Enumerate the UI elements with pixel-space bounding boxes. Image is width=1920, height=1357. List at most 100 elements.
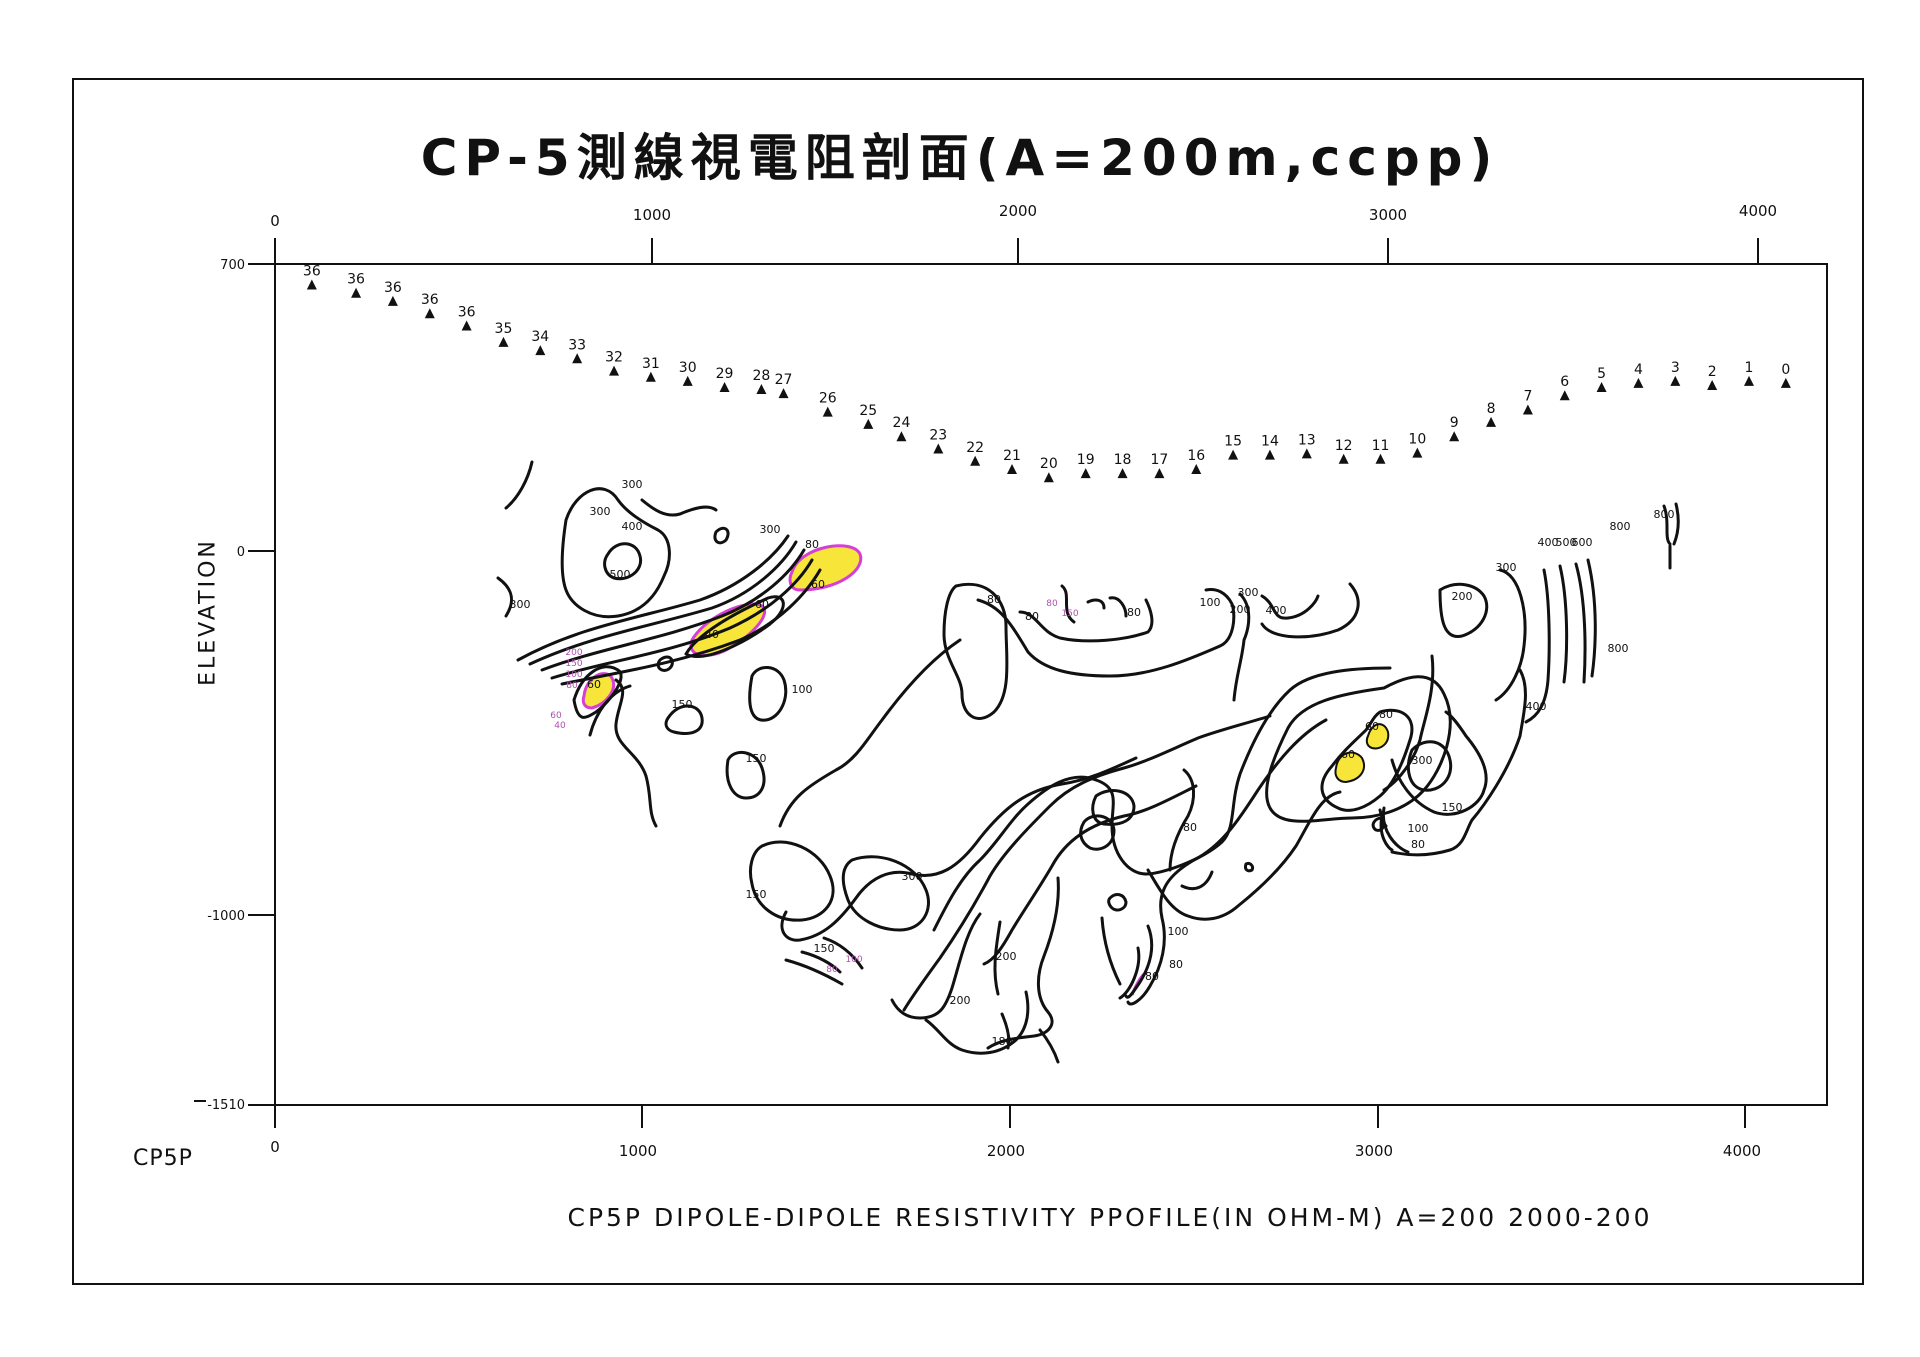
contour-value-label: 200 xyxy=(1452,590,1473,603)
station-marker xyxy=(1228,449,1239,460)
contour-value-label: 400 xyxy=(1266,604,1287,617)
contour-line xyxy=(540,548,806,672)
contour-line xyxy=(942,582,1009,720)
contour-line xyxy=(1265,675,1452,823)
contour-line xyxy=(1124,924,1154,999)
contour-line xyxy=(1126,718,1328,1006)
station-label: 32 xyxy=(605,350,623,366)
contour-line xyxy=(1038,1028,1060,1064)
station-label: 20 xyxy=(1040,456,1058,472)
contour-value-label: 300 xyxy=(510,598,531,611)
station-label: 0 xyxy=(1781,362,1790,378)
contour-value-label: 60 xyxy=(1341,748,1355,761)
station-label: 8 xyxy=(1487,401,1496,417)
station-marker xyxy=(1191,464,1202,474)
contour-line xyxy=(1390,668,1527,857)
contour-line xyxy=(664,704,704,735)
contour-line xyxy=(1558,564,1569,684)
station-label: 33 xyxy=(568,337,586,353)
contour-line xyxy=(528,540,798,666)
station-label: 11 xyxy=(1372,438,1390,454)
contour-value-label: 150 xyxy=(746,752,767,765)
contour-value-label: 100 xyxy=(845,955,862,965)
station-label: 28 xyxy=(753,368,771,384)
contour-line xyxy=(986,876,1060,1050)
station-marker xyxy=(1264,449,1275,460)
contour-value-label: 300 xyxy=(1238,586,1259,599)
contour-value-label: 100 xyxy=(1168,925,1189,938)
station-label: 25 xyxy=(859,403,877,419)
station-marker xyxy=(1117,468,1128,479)
contour-line xyxy=(1260,582,1360,639)
station-marker xyxy=(645,371,656,382)
station-label: 21 xyxy=(1003,448,1021,464)
contour-value-labels: 3003004005003003008060604060150100150808… xyxy=(510,478,1675,1048)
contour-value-label: 60 xyxy=(811,578,825,591)
contour-value-label: 80 xyxy=(566,681,578,691)
contour-value-label: 100 xyxy=(1200,596,1221,609)
station-label: 31 xyxy=(642,356,660,372)
contour-line xyxy=(1232,592,1251,702)
top-tick-label: 2000 xyxy=(999,202,1037,220)
station-label: 36 xyxy=(303,264,321,280)
contour-line xyxy=(1180,870,1214,891)
station-marker xyxy=(1522,404,1533,415)
station-label: 18 xyxy=(1114,452,1132,468)
corner-label: CP5P xyxy=(133,1146,193,1171)
station-marker xyxy=(756,384,767,395)
station-marker xyxy=(1043,472,1054,483)
contour-line xyxy=(1574,562,1587,684)
left-tick-label: -1510 xyxy=(207,1098,245,1113)
top-tick-label: 1000 xyxy=(633,206,671,224)
contour-line xyxy=(1494,568,1527,702)
contour-line xyxy=(1407,740,1453,792)
station-label: 5 xyxy=(1597,366,1606,382)
station-marker xyxy=(351,287,362,298)
figure-subtitle: CP5P DIPOLE-DIPOLE RESISTIVITY PPOFILE(I… xyxy=(567,1203,1653,1232)
contour-line xyxy=(1371,816,1386,832)
station-label: 27 xyxy=(775,372,793,388)
top-tick-label: 0 xyxy=(270,212,280,230)
contour-line xyxy=(1108,596,1128,618)
station-marker xyxy=(1596,382,1607,392)
contour-line xyxy=(614,678,658,828)
station-label: 23 xyxy=(929,428,947,444)
contour-value-label: 60 xyxy=(550,711,562,721)
bottom-tick-label: 2000 xyxy=(987,1142,1025,1160)
contour-value-label: 150 xyxy=(565,659,582,669)
station-marker xyxy=(1780,377,1791,388)
contour-value-label: 200 xyxy=(996,950,1017,963)
contour-value-label: 80 xyxy=(826,965,838,975)
station-marker xyxy=(387,295,398,306)
contour-value-label: 40 xyxy=(554,721,566,731)
contour-value-label: 80 xyxy=(1183,821,1197,834)
station-label: 3 xyxy=(1671,360,1680,376)
contour-line xyxy=(1524,568,1551,724)
contour-value-label: 300 xyxy=(1412,754,1433,767)
contour-line xyxy=(550,558,814,680)
station-label: 17 xyxy=(1150,452,1168,468)
contour-line xyxy=(1381,806,1410,854)
contour-value-label: 60 xyxy=(755,598,769,611)
contour-value-label: 150 xyxy=(672,698,693,711)
contour-line xyxy=(1320,708,1414,812)
contour-line xyxy=(902,714,1272,1012)
station-marker xyxy=(778,388,789,399)
contour-line xyxy=(800,950,842,974)
contour-value-label: 60 xyxy=(587,678,601,691)
contour-line xyxy=(496,576,514,618)
contour-line xyxy=(572,665,623,719)
plot-border xyxy=(274,263,1828,1106)
station-marker xyxy=(863,418,874,429)
contour-line xyxy=(822,936,864,970)
left-tick-label: 0 xyxy=(237,545,245,560)
contour-line xyxy=(780,756,1138,942)
station-marker xyxy=(424,308,435,319)
contour-line xyxy=(1244,862,1254,873)
station-label: 7 xyxy=(1523,389,1532,405)
contour-line xyxy=(1118,946,1141,1000)
bottom-tick-label: 3000 xyxy=(1355,1142,1393,1160)
contour-line xyxy=(784,958,844,986)
contour-value-label: 180 xyxy=(992,1035,1013,1048)
